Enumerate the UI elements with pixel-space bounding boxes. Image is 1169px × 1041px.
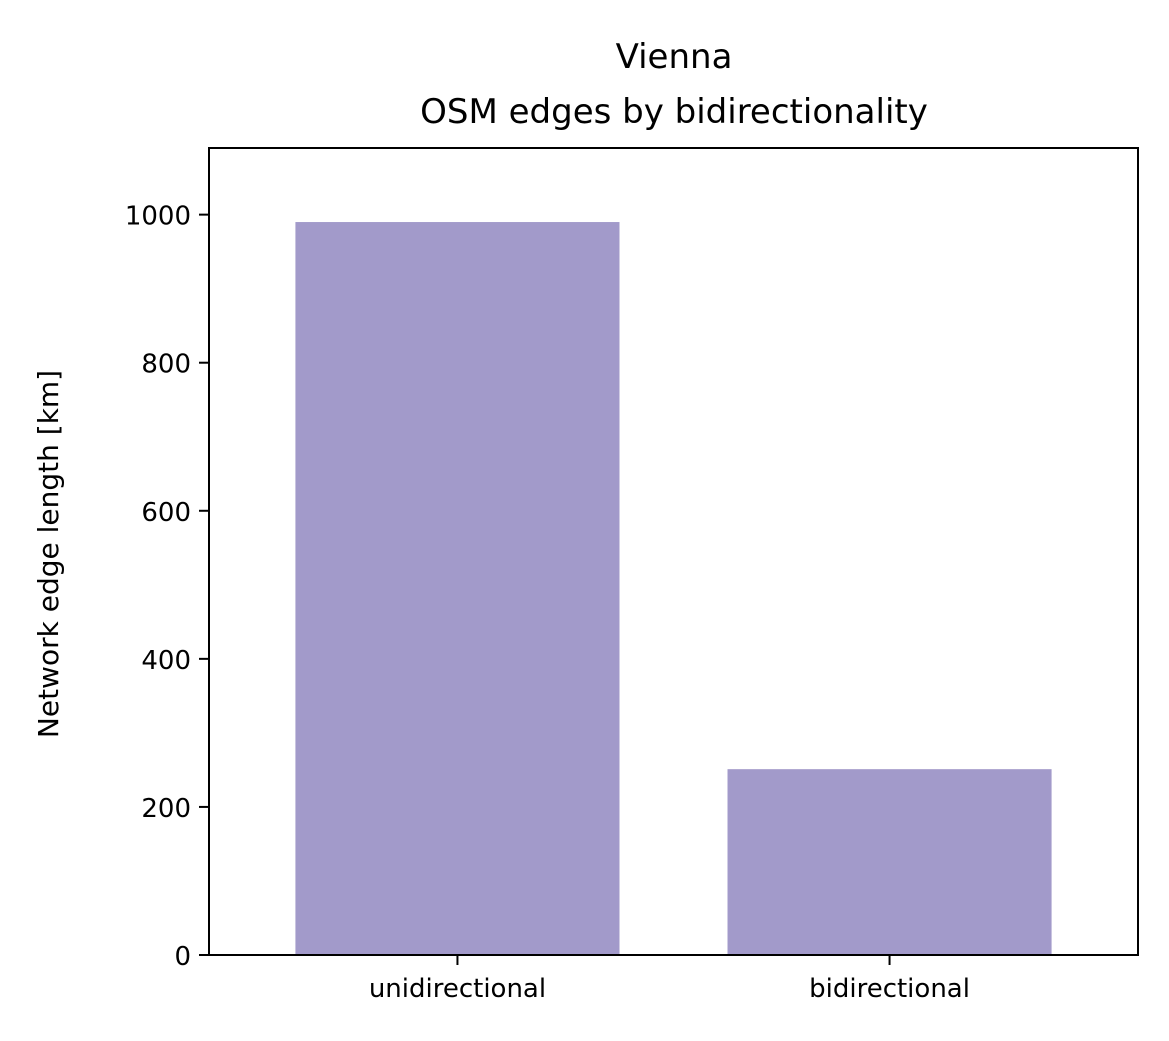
y-axis-label: Network edge length [km] [32,370,65,738]
chart-title-line-1: Vienna [616,37,733,77]
y-axis-ticks: 0 200 400 600 800 1000 [125,202,209,972]
x-tick-label: unidirectional [369,974,546,1004]
y-tick-label: 400 [141,646,191,676]
y-tick-label: 200 [141,794,191,824]
x-axis-ticks: unidirectional bidirectional [369,955,970,1004]
x-tick-label: bidirectional [809,974,970,1004]
y-tick-label: 800 [141,350,191,380]
bar-unidirectional [295,222,620,956]
y-tick-label: 0 [174,942,191,972]
y-tick-label: 1000 [125,202,191,232]
plot-area-frame [208,147,1139,956]
bars-group [295,222,1052,956]
chart-title-line-2: OSM edges by bidirectionality [420,92,928,132]
y-tick-label: 600 [141,498,191,528]
bar-bidirectional [727,769,1052,955]
